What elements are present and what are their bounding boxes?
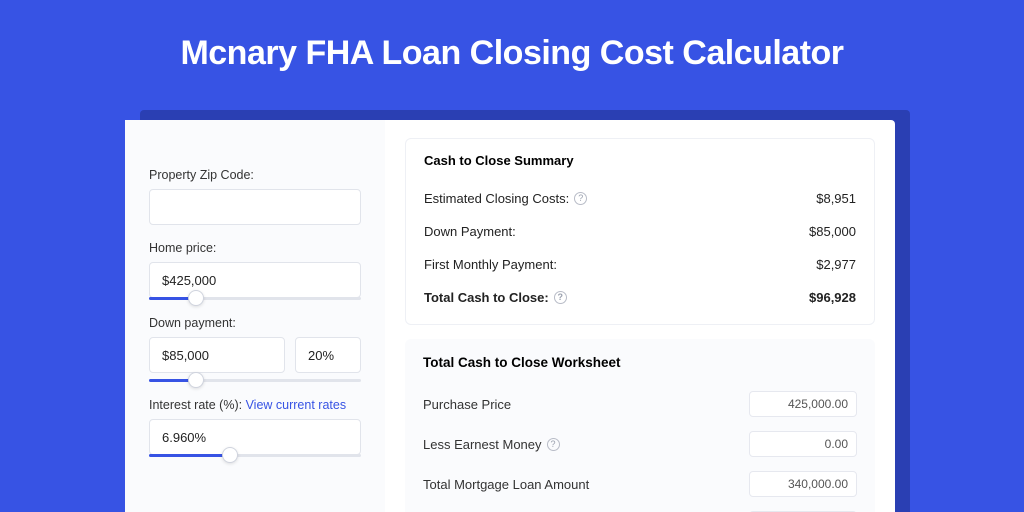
summary-row: First Monthly Payment: $2,977	[424, 248, 856, 281]
worksheet-value-input[interactable]	[749, 431, 857, 457]
summary-row-label: First Monthly Payment:	[424, 257, 557, 272]
interest-rate-input[interactable]	[149, 419, 361, 455]
home-price-slider[interactable]	[149, 297, 361, 300]
interest-rate-slider-fill	[149, 454, 230, 457]
inputs-column: Property Zip Code: Home price: Down paym…	[125, 120, 385, 512]
summary-row-label-text: Total Cash to Close:	[424, 290, 549, 305]
worksheet-row: Purchase Price	[423, 384, 857, 424]
summary-row: Total Cash to Close:? $96,928	[424, 281, 856, 314]
worksheet-row: Total Mortgage Loan Amount	[423, 464, 857, 504]
summary-row-label-text: First Monthly Payment:	[424, 257, 557, 272]
help-icon[interactable]: ?	[554, 291, 567, 304]
zip-label: Property Zip Code:	[149, 168, 361, 182]
worksheet-row-label-text: Total Mortgage Loan Amount	[423, 477, 589, 492]
summary-row: Estimated Closing Costs:? $8,951	[424, 182, 856, 215]
results-column: Cash to Close Summary Estimated Closing …	[385, 120, 895, 512]
calculator-panel: Property Zip Code: Home price: Down paym…	[125, 120, 895, 512]
summary-row-value: $2,977	[816, 257, 856, 272]
down-payment-input[interactable]	[149, 337, 285, 373]
page-title: Mcnary FHA Loan Closing Cost Calculator	[0, 0, 1024, 73]
summary-box: Cash to Close Summary Estimated Closing …	[405, 138, 875, 325]
down-payment-pct-input[interactable]	[295, 337, 361, 373]
help-icon[interactable]: ?	[574, 192, 587, 205]
home-price-input[interactable]	[149, 262, 361, 298]
worksheet-row-label: Purchase Price	[423, 397, 511, 412]
home-price-slider-thumb[interactable]	[188, 290, 204, 306]
interest-rate-label-text: Interest rate (%):	[149, 398, 246, 412]
summary-row-value: $85,000	[809, 224, 856, 239]
worksheet-value-input[interactable]	[749, 391, 857, 417]
interest-rate-slider[interactable]	[149, 454, 361, 457]
summary-title: Cash to Close Summary	[424, 153, 856, 168]
worksheet-row-label: Less Earnest Money?	[423, 437, 560, 452]
worksheet-row: Total Second Mortgage Amount	[423, 504, 857, 512]
zip-group: Property Zip Code:	[149, 168, 361, 225]
down-payment-slider-thumb[interactable]	[188, 372, 204, 388]
worksheet-row-label: Total Mortgage Loan Amount	[423, 477, 589, 492]
summary-row: Down Payment: $85,000	[424, 215, 856, 248]
help-icon[interactable]: ?	[547, 438, 560, 451]
down-payment-group: Down payment:	[149, 316, 361, 382]
worksheet-row-label-text: Less Earnest Money	[423, 437, 542, 452]
worksheet-title: Total Cash to Close Worksheet	[423, 355, 857, 370]
home-price-group: Home price:	[149, 241, 361, 300]
home-price-label: Home price:	[149, 241, 361, 255]
summary-row-value: $8,951	[816, 191, 856, 206]
worksheet-box: Total Cash to Close Worksheet Purchase P…	[405, 339, 875, 512]
view-rates-link[interactable]: View current rates	[246, 398, 347, 412]
summary-row-label-text: Estimated Closing Costs:	[424, 191, 569, 206]
interest-rate-label: Interest rate (%): View current rates	[149, 398, 361, 412]
down-payment-label: Down payment:	[149, 316, 361, 330]
worksheet-row-label-text: Purchase Price	[423, 397, 511, 412]
worksheet-value-input[interactable]	[749, 471, 857, 497]
worksheet-row: Less Earnest Money?	[423, 424, 857, 464]
summary-row-value: $96,928	[809, 290, 856, 305]
interest-rate-group: Interest rate (%): View current rates	[149, 398, 361, 457]
summary-row-label: Down Payment:	[424, 224, 516, 239]
interest-rate-slider-thumb[interactable]	[222, 447, 238, 463]
summary-row-label: Total Cash to Close:?	[424, 290, 567, 305]
zip-input[interactable]	[149, 189, 361, 225]
summary-row-label-text: Down Payment:	[424, 224, 516, 239]
down-payment-slider[interactable]	[149, 379, 361, 382]
summary-row-label: Estimated Closing Costs:?	[424, 191, 587, 206]
